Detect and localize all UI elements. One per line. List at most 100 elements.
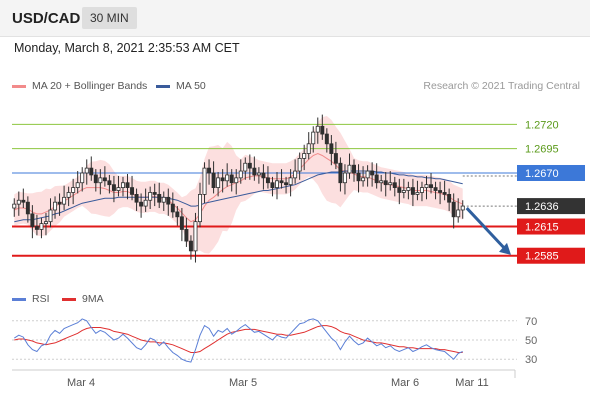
candle bbox=[225, 163, 230, 187]
candle bbox=[125, 173, 130, 200]
candle-body bbox=[43, 221, 48, 225]
candle-body bbox=[302, 153, 307, 159]
price-tag-1.2695: 1.2695 bbox=[525, 144, 559, 156]
candle bbox=[193, 212, 198, 263]
candle bbox=[139, 193, 144, 218]
price-tag-1.2670: 1.2670 bbox=[517, 164, 585, 181]
candle-body bbox=[16, 199, 21, 205]
candle bbox=[270, 176, 275, 197]
candle bbox=[374, 163, 379, 189]
candle bbox=[392, 176, 397, 197]
legend-label-rsi-ma: 9MA bbox=[82, 293, 104, 305]
price-tag-box bbox=[517, 247, 585, 264]
candle bbox=[202, 162, 207, 204]
candle-body bbox=[98, 177, 103, 184]
candle-body bbox=[342, 172, 347, 184]
candle-body bbox=[252, 167, 257, 176]
candle-body bbox=[315, 125, 320, 133]
candle-body bbox=[152, 192, 157, 195]
candle-body bbox=[89, 167, 94, 176]
candle bbox=[89, 156, 94, 181]
legend-swatch-rsi bbox=[12, 297, 26, 301]
candle bbox=[383, 172, 388, 197]
candle bbox=[98, 169, 103, 195]
candle bbox=[243, 157, 248, 180]
ma50-line bbox=[14, 170, 463, 223]
candle-body bbox=[438, 190, 443, 193]
candle bbox=[252, 156, 257, 181]
candle-body bbox=[433, 187, 438, 191]
candle bbox=[365, 165, 370, 187]
legend-ma50: MA 50 bbox=[156, 80, 206, 92]
candle bbox=[356, 164, 361, 193]
candle bbox=[261, 164, 266, 190]
legend-rsi: RSI bbox=[12, 293, 50, 305]
candle-body bbox=[261, 172, 266, 179]
forecast-arrowhead bbox=[499, 242, 511, 255]
candle bbox=[57, 193, 62, 216]
candle-body bbox=[93, 174, 98, 184]
candle-body bbox=[193, 221, 198, 252]
candle-body bbox=[347, 164, 352, 174]
candle bbox=[84, 159, 89, 185]
candle bbox=[361, 166, 366, 187]
candle-body bbox=[397, 187, 402, 193]
candle-body bbox=[62, 196, 67, 205]
candle bbox=[352, 159, 357, 182]
timeframe-badge[interactable]: 30 MIN bbox=[82, 7, 137, 29]
candle-body bbox=[243, 162, 248, 172]
candle bbox=[342, 164, 347, 195]
candle bbox=[379, 174, 384, 192]
level-lines-layer bbox=[12, 123, 517, 257]
legend-rsi-ma: 9MA bbox=[62, 293, 104, 305]
candle bbox=[442, 180, 447, 201]
candle-body bbox=[198, 194, 202, 223]
candle-body bbox=[143, 199, 148, 207]
rsi-tick-50: 50 bbox=[525, 335, 537, 347]
time-axis: Mar 4 Mar 5 Mar 6 Mar 11 bbox=[12, 369, 516, 389]
candle-body bbox=[247, 162, 252, 169]
candle-body bbox=[66, 192, 71, 198]
candle-body bbox=[297, 157, 302, 172]
candle bbox=[175, 206, 180, 226]
candle-body bbox=[279, 180, 284, 184]
candle bbox=[329, 135, 334, 166]
candle bbox=[116, 175, 121, 197]
candle-body bbox=[424, 184, 429, 188]
price-tag-box bbox=[517, 218, 585, 235]
candle bbox=[447, 188, 452, 211]
candle-body bbox=[374, 174, 379, 184]
candle-body bbox=[229, 174, 234, 184]
candle bbox=[211, 161, 216, 194]
candle-body bbox=[48, 209, 53, 223]
candle-body bbox=[21, 199, 26, 203]
candle bbox=[324, 128, 329, 153]
legend-ma20-bollinger: MA 20 + Bollinger Bands bbox=[12, 80, 147, 92]
candle-body bbox=[170, 203, 175, 213]
candle-body bbox=[75, 182, 80, 188]
price-tag-text: 1.2636 bbox=[525, 201, 559, 213]
candle bbox=[157, 182, 162, 209]
candle bbox=[39, 217, 44, 239]
candle-body bbox=[202, 167, 207, 195]
candle bbox=[297, 152, 302, 180]
candle-body bbox=[324, 133, 329, 145]
legend-swatch-ma20 bbox=[12, 84, 26, 88]
candle bbox=[198, 182, 202, 228]
candle-body bbox=[406, 187, 411, 191]
candle bbox=[438, 181, 443, 205]
candle bbox=[179, 208, 184, 242]
candle-body bbox=[410, 187, 415, 195]
price-tag-1.2636: 1.2636 bbox=[517, 198, 585, 215]
candle-body bbox=[34, 226, 39, 230]
candle bbox=[460, 200, 465, 219]
candle-body bbox=[456, 209, 461, 218]
candle-body bbox=[265, 177, 270, 184]
candle bbox=[48, 198, 53, 228]
candle-body bbox=[447, 194, 452, 203]
candle-body bbox=[293, 170, 298, 179]
candle-body bbox=[442, 192, 447, 195]
candle-body bbox=[419, 187, 424, 193]
candle-body bbox=[12, 203, 17, 209]
